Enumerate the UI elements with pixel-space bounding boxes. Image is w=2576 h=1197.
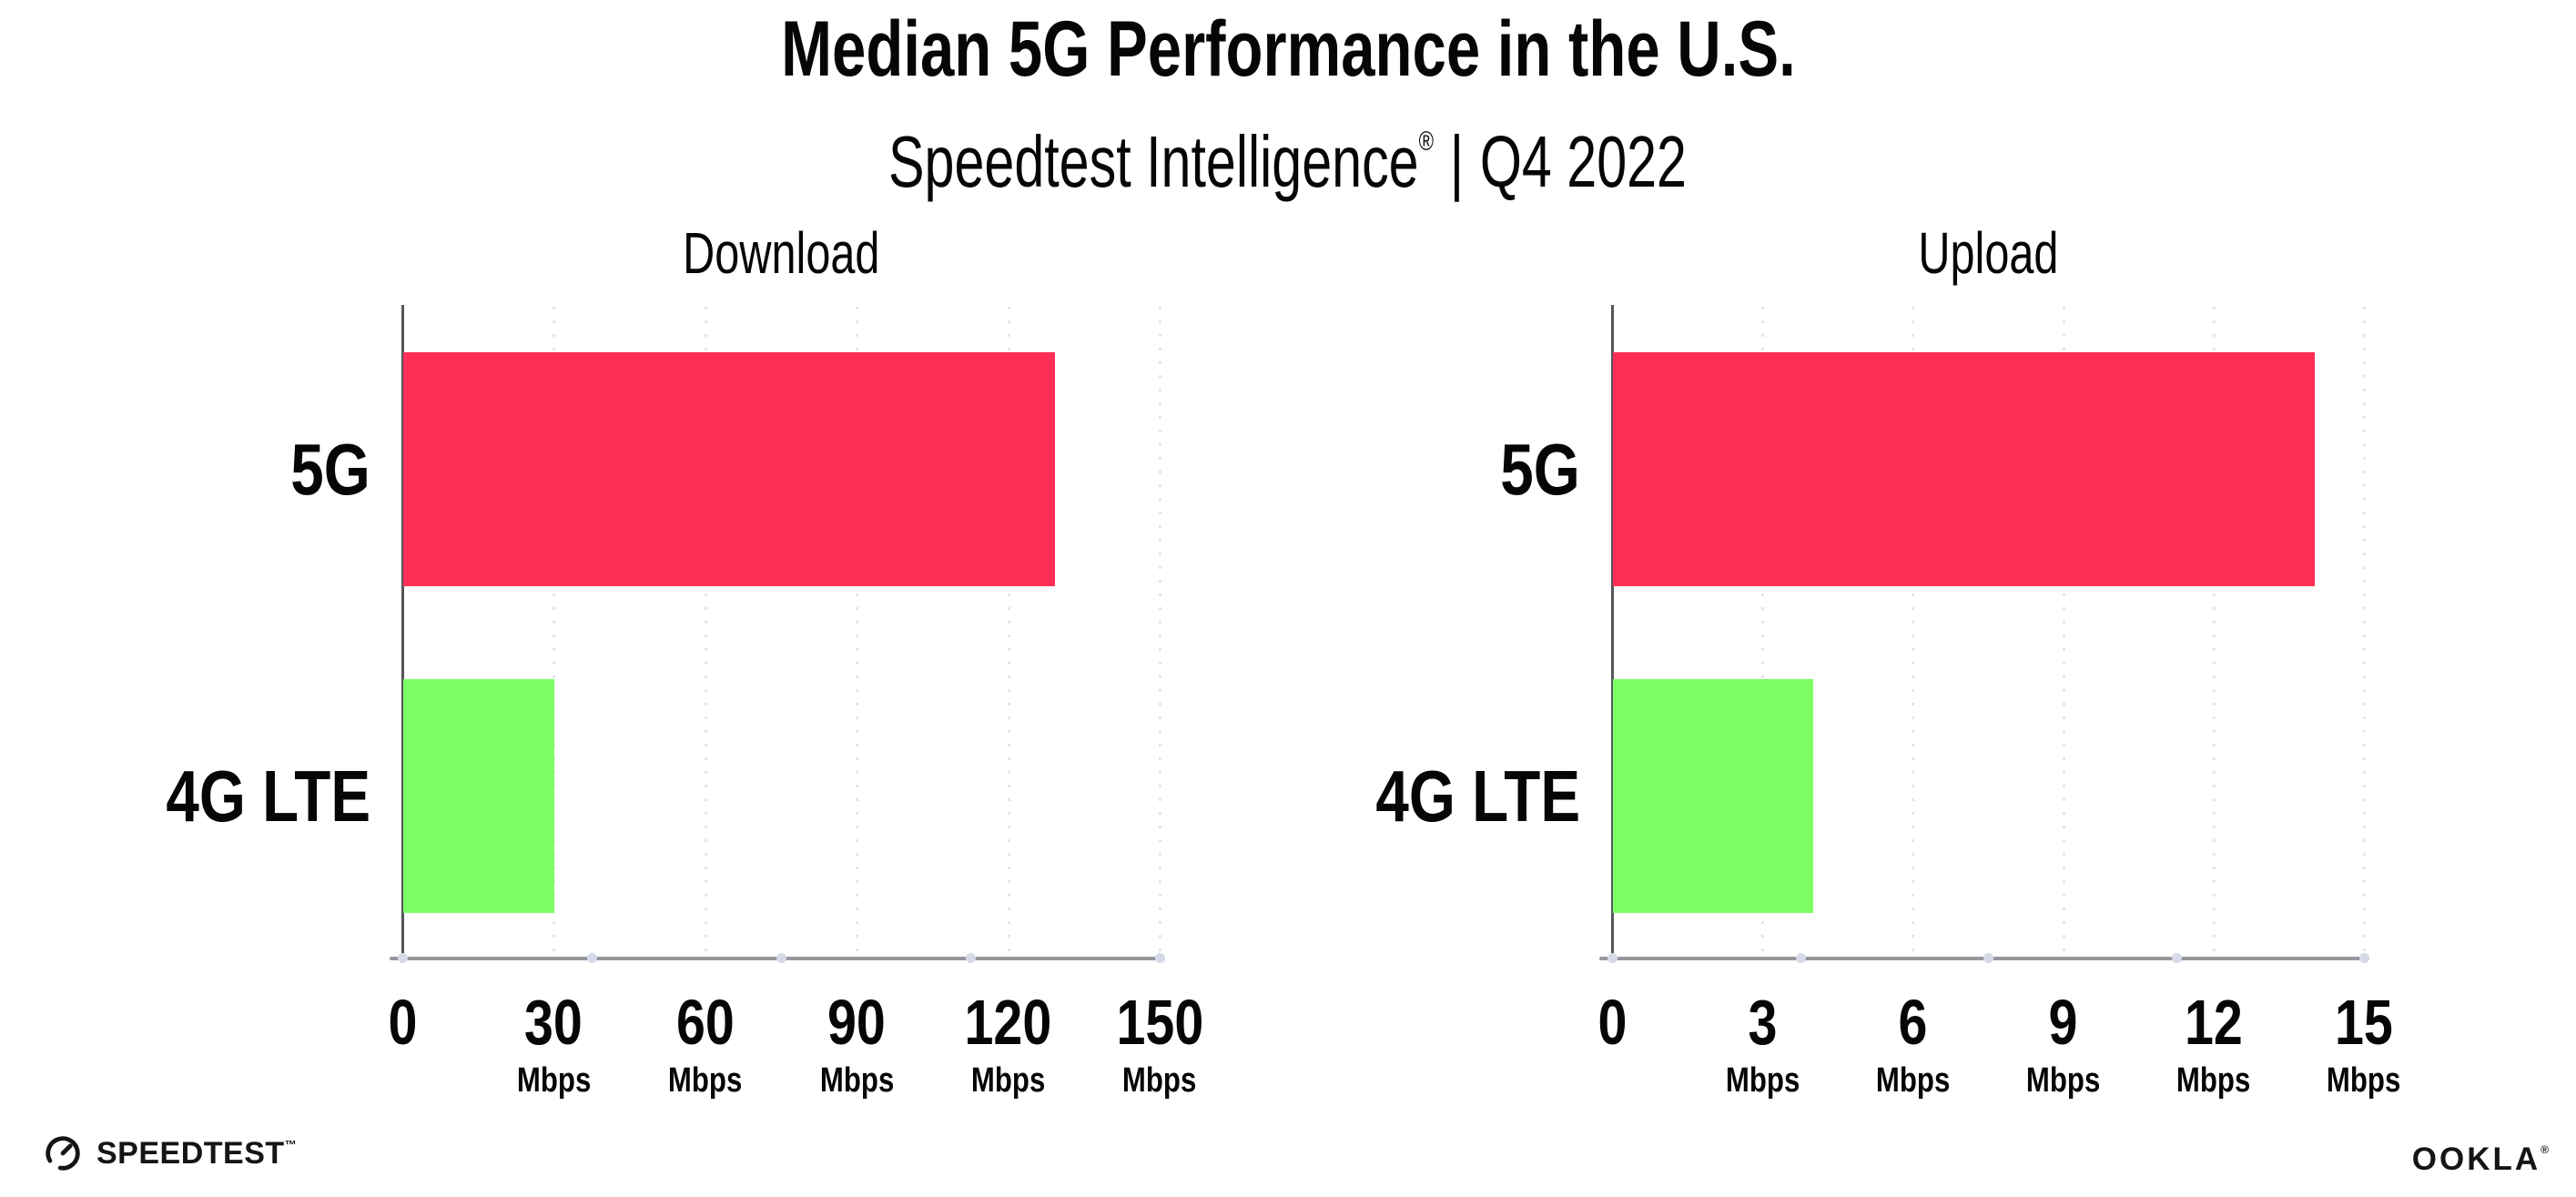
x-tick-label-90: 90 Mbps: [720, 989, 993, 1100]
x-axis-dot: [587, 953, 597, 963]
subtitle-separator: |: [1450, 121, 1465, 202]
x-tick-value: 90: [827, 987, 887, 1058]
x-tick-label-120: 120 Mbps: [872, 989, 1145, 1100]
subtitle-brand: Speedtest Intelligence: [888, 121, 1420, 202]
x-tick-value: 0: [388, 987, 417, 1058]
x-tick-value: 120: [964, 987, 1052, 1058]
bar-5g: [403, 352, 1055, 586]
x-axis-dot: [398, 953, 408, 963]
x-tick-value: 150: [1116, 987, 1203, 1058]
x-tick-value: 15: [2335, 987, 2393, 1058]
x-tick-label-0: 0: [1476, 989, 1749, 1056]
x-tick-unit: Mbps: [2327, 1061, 2401, 1100]
ookla-wordmark: OOKLA: [2411, 1141, 2541, 1177]
category-label-5g: 5G: [290, 428, 370, 510]
x-axis-dot: [2359, 953, 2369, 963]
x-axis-dot: [2171, 953, 2182, 963]
x-tick-unit: Mbps: [1725, 1061, 1800, 1100]
gridline-3: [1761, 307, 1765, 959]
category-label-4g-lte: 4G LTE: [1375, 755, 1580, 837]
page-title: Median 5G Performance in the U.S.: [0, 2, 2576, 96]
x-tick-label-60: 60 Mbps: [569, 989, 842, 1100]
category-label-5g: 5G: [1500, 428, 1580, 510]
gridline-9: [2062, 307, 2065, 959]
bar-4g-lte: [403, 679, 555, 913]
page-title-text: Median 5G Performance in the U.S.: [780, 5, 1796, 93]
x-tick-unit: Mbps: [668, 1061, 743, 1100]
x-tick-unit: Mbps: [2176, 1061, 2251, 1100]
x-tick-label-0: 0: [266, 989, 539, 1056]
x-axis-dot: [1795, 953, 1806, 963]
bar-5g: [1613, 352, 2315, 586]
speedtest-wordmark: SPEEDTEST™: [96, 1135, 297, 1171]
bar-4g-lte: [1613, 679, 1814, 913]
gridline-150: [1159, 307, 1161, 959]
download-chart-title: Download: [682, 220, 880, 286]
gridline-60: [704, 307, 707, 959]
gridline-90: [856, 307, 859, 959]
gridline-120: [1007, 307, 1010, 959]
x-tick-value: 3: [1748, 987, 1778, 1058]
x-tick-unit: Mbps: [970, 1061, 1046, 1100]
x-tick-unit: Mbps: [1875, 1061, 1951, 1100]
x-tick-unit: Mbps: [819, 1061, 894, 1100]
x-tick-value: 30: [524, 987, 583, 1058]
x-tick-label-6: 6 Mbps: [1776, 989, 2049, 1100]
x-tick-value: 6: [1898, 987, 1928, 1058]
x-axis-dot: [776, 953, 786, 963]
x-tick-label-3: 3 Mbps: [1626, 989, 1899, 1100]
x-tick-label-15: 15 Mbps: [2227, 989, 2500, 1100]
registered-trademark-icon: ®: [1419, 127, 1435, 157]
trademark-icon: ™: [284, 1137, 297, 1151]
x-tick-label-30: 30 Mbps: [417, 989, 690, 1100]
speedometer-gauge-icon: [46, 1136, 80, 1171]
x-tick-value: 60: [675, 987, 735, 1058]
gridline-15: [2363, 307, 2366, 959]
x-tick-label-150: 150 Mbps: [1023, 989, 1296, 1100]
x-axis-dot: [1607, 953, 1618, 963]
subtitle: Speedtest Intelligence® | Q4 2022: [0, 96, 2576, 208]
category-label-4g-lte: 4G LTE: [166, 755, 370, 837]
gridline-6: [1912, 307, 1915, 959]
speedtest-logo: SPEEDTEST™: [42, 1132, 297, 1174]
x-tick-value: 9: [2048, 987, 2078, 1058]
x-tick-label-12: 12 Mbps: [2077, 989, 2350, 1100]
x-axis-dot: [966, 953, 976, 963]
x-tick-unit: Mbps: [1122, 1061, 1197, 1100]
x-tick-unit: Mbps: [516, 1061, 592, 1100]
y-axis-line: [401, 305, 404, 960]
x-tick-label-9: 9 Mbps: [1927, 989, 2200, 1100]
ookla-logo: OOKLA®: [2412, 1141, 2549, 1178]
gridline-12: [2212, 307, 2216, 959]
registered-trademark-icon: ®: [2541, 1143, 2549, 1156]
subtitle-period: Q4 2022: [1480, 121, 1688, 202]
subtitle-text: Speedtest Intelligence® | Q4 2022: [889, 96, 1688, 208]
y-axis-line: [1611, 305, 1614, 960]
x-tick-value: 0: [1597, 987, 1627, 1058]
x-tick-unit: Mbps: [2025, 1061, 2101, 1100]
upload-chart-title: Upload: [1917, 220, 2059, 286]
x-axis-dot: [1983, 953, 1993, 963]
x-tick-value: 12: [2184, 987, 2243, 1058]
x-axis-dot: [1155, 953, 1165, 963]
gridline-30: [553, 307, 556, 959]
